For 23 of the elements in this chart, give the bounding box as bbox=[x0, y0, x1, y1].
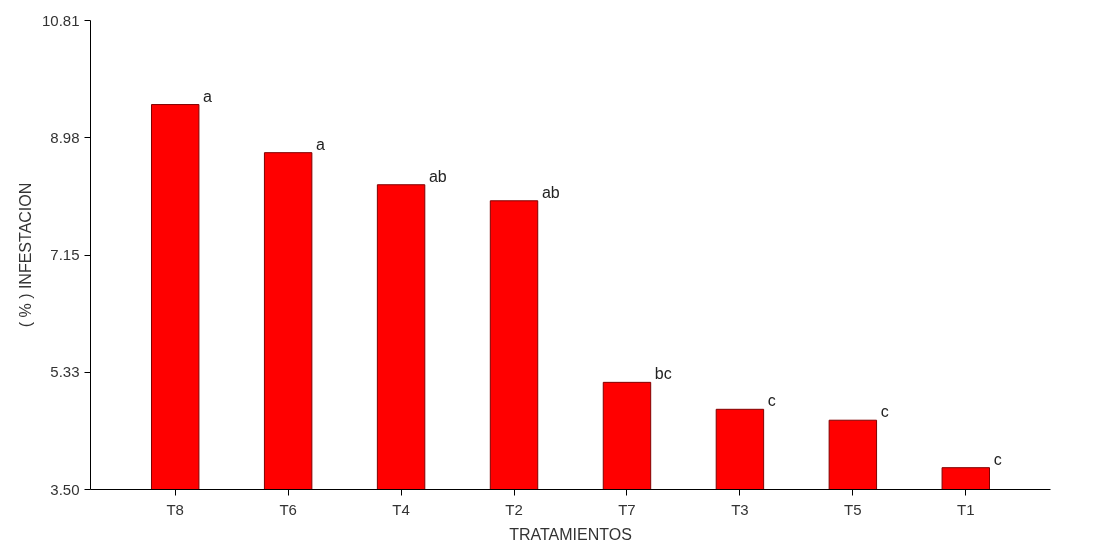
y-tick-label: 5.33 bbox=[50, 363, 80, 381]
annotation: ab bbox=[541, 183, 560, 201]
annotation: a bbox=[203, 87, 213, 105]
annotation: c bbox=[767, 392, 776, 410]
y-axis-title: ( % ) INFESTACION bbox=[16, 182, 34, 328]
annotation: c bbox=[993, 450, 1002, 468]
y-tick-label: 8.98 bbox=[50, 128, 80, 146]
y-tick-label: 7.15 bbox=[50, 246, 80, 264]
x-tick-label: T3 bbox=[731, 500, 749, 518]
annotation: bc bbox=[654, 365, 672, 383]
y-tick-label: 3.50 bbox=[50, 480, 80, 498]
x-tick-label: T8 bbox=[166, 500, 184, 518]
annotation: a bbox=[315, 135, 325, 153]
x-tick-label: T1 bbox=[957, 500, 975, 518]
annotation: ab bbox=[428, 167, 447, 185]
y-tick-label: 10.81 bbox=[41, 11, 80, 29]
x-axis-title: TRATAMIENTOS bbox=[509, 525, 632, 543]
x-tick-label: T7 bbox=[618, 500, 636, 518]
x-tick-label: T6 bbox=[279, 500, 297, 518]
x-tick-label: T2 bbox=[505, 500, 523, 518]
x-tick-label: T5 bbox=[844, 500, 862, 518]
x-tick-label: T4 bbox=[392, 500, 410, 518]
annotation: c bbox=[880, 403, 889, 421]
